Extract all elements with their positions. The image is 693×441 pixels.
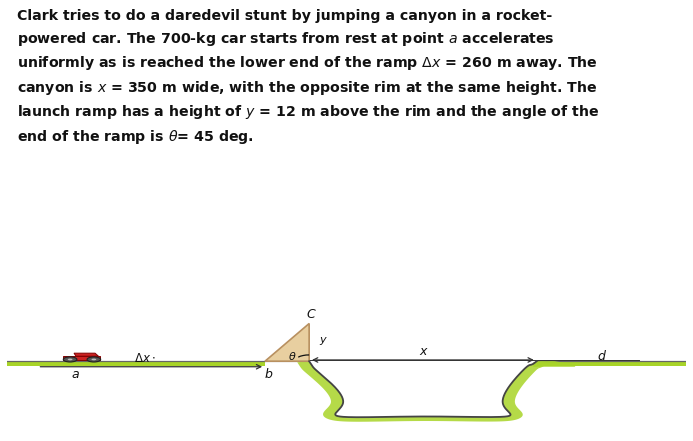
Polygon shape [309, 361, 536, 441]
Text: d: d [598, 350, 606, 363]
Text: a: a [71, 368, 79, 381]
Circle shape [91, 359, 96, 360]
Polygon shape [297, 361, 548, 422]
Circle shape [87, 357, 100, 362]
Polygon shape [74, 353, 98, 356]
Text: $\Delta x \cdot$: $\Delta x \cdot$ [134, 352, 155, 365]
Text: x: x [419, 345, 427, 358]
Text: y: y [319, 336, 326, 345]
Text: C: C [306, 307, 315, 321]
Circle shape [63, 357, 77, 362]
Polygon shape [7, 362, 265, 366]
Text: b: b [265, 368, 272, 381]
Text: $\theta$: $\theta$ [288, 350, 297, 362]
Polygon shape [63, 356, 100, 360]
Polygon shape [536, 361, 686, 366]
Polygon shape [265, 324, 309, 361]
Circle shape [68, 359, 73, 360]
Text: Clark tries to do a daredevil stunt by jumping a canyon in a rocket-
powered car: Clark tries to do a daredevil stunt by j… [17, 9, 599, 146]
